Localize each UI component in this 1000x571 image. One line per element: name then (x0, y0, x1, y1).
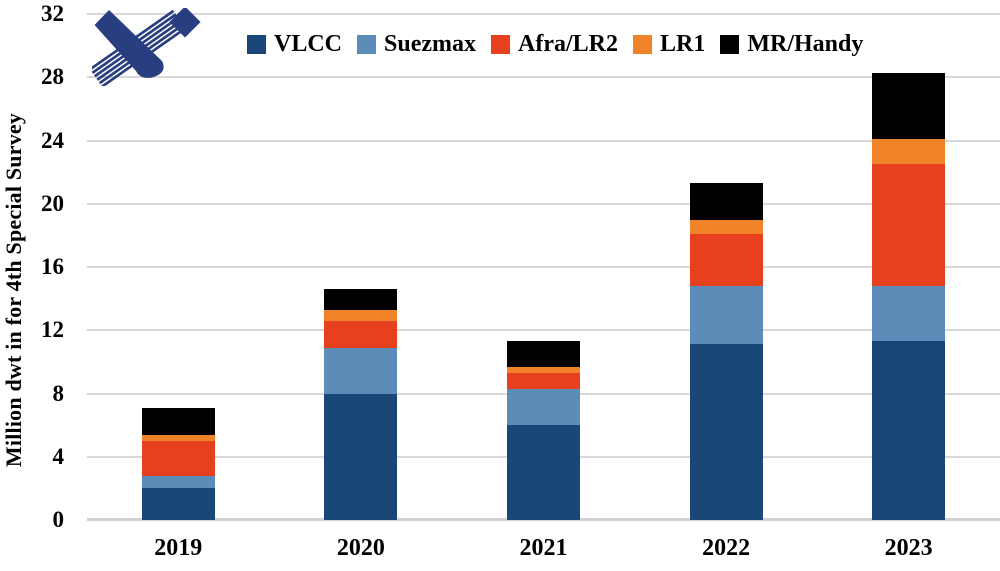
legend-swatch (357, 34, 377, 54)
legend-swatch (491, 34, 511, 54)
x-axis-labels: 2019 2020 2021 2022 2023 (87, 530, 1000, 566)
bar-segment-2021-suezmax (506, 388, 580, 426)
bars-container (87, 14, 1000, 520)
stacked-bar-2020 (324, 14, 398, 520)
y-tick-label-16: 16 (41, 254, 64, 279)
bar-segment-2020-afra-lr2 (324, 320, 398, 348)
legend-item-mr-handy: MR/Handy (720, 31, 863, 58)
stacked-bar-2019 (141, 14, 215, 520)
bar-segment-2022-mr-handy (689, 183, 763, 220)
bar-segment-2023-vlcc (872, 341, 946, 520)
bar-segment-2020-lr1 (324, 309, 398, 321)
bar-slot-2021 (452, 14, 635, 520)
y-tick-label-4: 4 (52, 443, 65, 469)
bar-segment-2020-mr-handy (324, 289, 398, 310)
legend: VLCC Suezmax Afra/LR2 LR1 MR/Handy (247, 30, 863, 58)
legend-label: Afra/LR2 (518, 30, 618, 57)
bar-segment-2019-mr-handy (141, 407, 215, 435)
legend-item-lr1: LR1 (633, 31, 705, 58)
y-tick-label-32: 32 (41, 1, 64, 26)
bar-segment-2021-afra-lr2 (506, 372, 580, 389)
bar-segment-2022-vlcc (689, 344, 763, 520)
y-axis-tick-labels: 0 4 8 12 16 20 24 28 32 (0, 1, 65, 532)
legend-label: MR/Handy (747, 30, 864, 57)
bar-segment-2019-lr1 (141, 434, 215, 441)
y-tick-label-0: 0 (52, 507, 65, 532)
bar-segment-2023-lr1 (872, 138, 946, 165)
legend-label: LR1 (660, 30, 706, 57)
gridline-12 (87, 329, 1000, 332)
stacked-bar-2021 (506, 14, 580, 520)
bar-slot-2023 (817, 14, 1000, 520)
y-tick-label-24: 24 (41, 127, 64, 153)
gridline-28 (87, 76, 1000, 79)
bar-segment-2021-vlcc (506, 425, 580, 520)
bar-segment-2021-lr1 (506, 366, 580, 373)
logo-solid-ribbon (94, 10, 164, 78)
y-tick-label-12: 12 (41, 317, 64, 343)
bar-segment-2020-suezmax (324, 347, 398, 394)
y-tick-label-8: 8 (52, 380, 65, 406)
gridline-16 (87, 266, 1000, 268)
bar-segment-2019-afra-lr2 (141, 440, 215, 476)
bar-segment-2021-mr-handy (506, 341, 580, 367)
bar-segment-2022-afra-lr2 (689, 233, 763, 286)
x-tick-label-2021: 2021 (519, 535, 568, 561)
x-tick-label-2019: 2019 (154, 535, 203, 561)
stacked-bar-2022 (689, 14, 763, 520)
y-tick-label-28: 28 (41, 64, 64, 90)
bar-segment-2023-afra-lr2 (872, 164, 946, 286)
crossed-ribbons-x-logo (92, 8, 201, 86)
bar-segment-2022-lr1 (689, 219, 763, 234)
bar-segment-2023-mr-handy (872, 72, 946, 139)
legend-swatch (247, 34, 266, 54)
bar-segment-2019-vlcc (141, 488, 215, 520)
bar-slot-2019 (87, 14, 270, 520)
legend-swatch (720, 34, 740, 54)
bar-segment-2022-suezmax (689, 285, 763, 345)
logo-diamond (169, 8, 201, 38)
gridline-32 (87, 13, 1000, 15)
bar-segment-2019-suezmax (141, 475, 215, 489)
legend-label: Suezmax (384, 30, 477, 57)
gridline-24 (87, 139, 1000, 142)
x-tick-label-2020: 2020 (336, 535, 385, 561)
bar-segment-2020-vlcc (324, 393, 398, 520)
y-tick-label-20: 20 (41, 190, 64, 216)
x-tick-label-2023: 2023 (884, 535, 933, 561)
bar-segment-2023-suezmax (872, 285, 946, 342)
legend-item-afra-lr2: Afra/LR2 (491, 31, 618, 58)
legend-label: VLCC (274, 30, 343, 57)
x-tick-label-2022: 2022 (702, 535, 751, 561)
legend-item-vlcc: VLCC (247, 31, 342, 58)
legend-swatch (633, 34, 652, 54)
bar-slot-2020 (270, 14, 453, 520)
stacked-bar-2023 (872, 14, 946, 520)
bar-slot-2022 (635, 14, 818, 520)
legend-item-suezmax: Suezmax (357, 31, 476, 58)
plot-area (87, 13, 1000, 521)
gridline-20 (87, 202, 1000, 205)
